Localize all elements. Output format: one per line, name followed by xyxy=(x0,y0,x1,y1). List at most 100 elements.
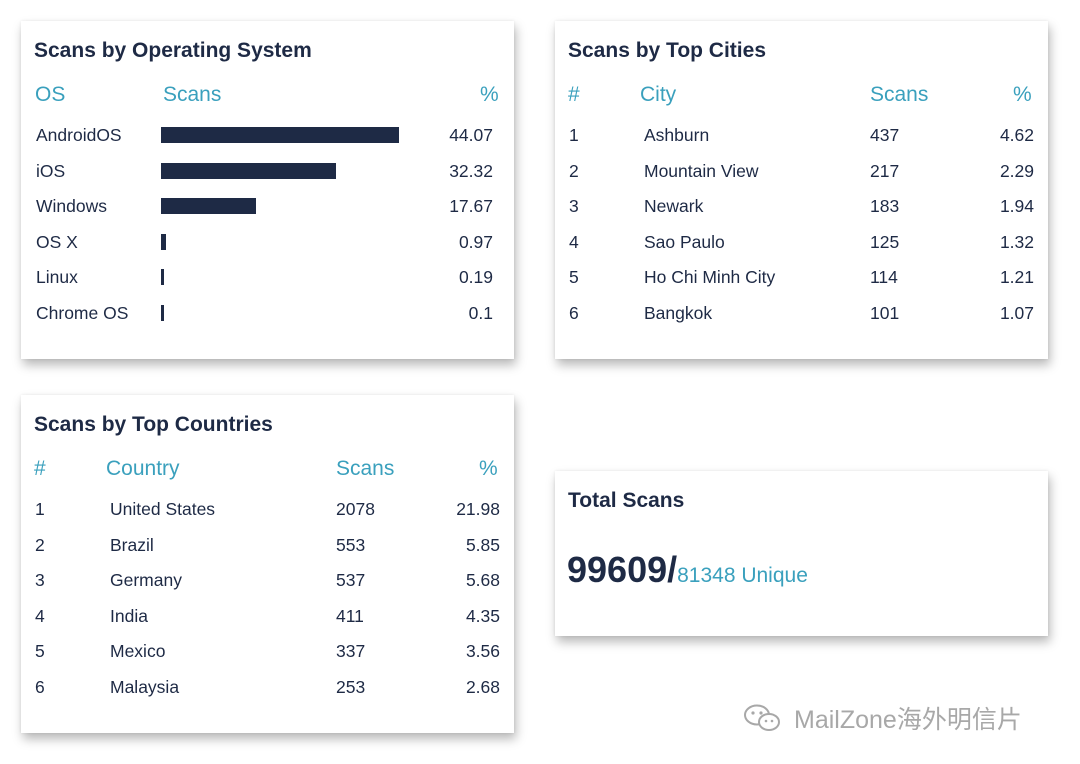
country-header: Country xyxy=(106,457,180,480)
total-scans-count: 99609/ xyxy=(567,549,678,590)
country-scans: 2078 xyxy=(336,499,375,519)
city-name: Sao Paulo xyxy=(644,231,725,252)
table-row: 1 Ashburn 437 4.62 xyxy=(555,117,1048,153)
table-row: 2 Brazil 553 5.85 xyxy=(21,527,514,563)
country-percent: 4.35 xyxy=(465,605,500,626)
table-row: 1 United States 2078 21.98 xyxy=(21,491,514,527)
table-row: OS X 0.97 xyxy=(21,224,514,260)
country-percent: 5.68 xyxy=(465,570,500,591)
city-name: Mountain View xyxy=(644,160,759,181)
city-rank: 3 xyxy=(569,196,579,217)
city-scans: 437 xyxy=(870,125,900,145)
table-row: Chrome OS 0.1 xyxy=(21,295,514,331)
os-percent: 44.07 xyxy=(449,125,493,145)
country-name: United States xyxy=(110,499,216,519)
total-scans-value: 99609/81348 Unique xyxy=(567,549,808,591)
os-name: OS X xyxy=(36,231,78,252)
city-scans: 183 xyxy=(870,196,900,217)
table-row: 3 Germany 537 5.68 xyxy=(21,562,514,598)
country-percent: 5.85 xyxy=(465,534,500,555)
table-row: Linux 0.19 xyxy=(21,259,514,295)
scans-bar xyxy=(161,162,336,179)
table-row: Windows 17.67 xyxy=(21,188,514,224)
city-name: Ho Chi Minh City xyxy=(644,267,776,288)
country-scans: 337 xyxy=(336,641,366,662)
scans-bar xyxy=(161,127,399,143)
table-row: 4 Sao Paulo 125 1.32 xyxy=(555,224,1048,260)
os-percent: 17.67 xyxy=(449,196,493,217)
unique-scans-count: 81348 Unique xyxy=(677,564,808,587)
city-scans: 217 xyxy=(870,160,900,181)
country-scans: 553 xyxy=(336,534,366,555)
country-scans: 253 xyxy=(336,677,366,697)
city-percent: 2.29 xyxy=(999,160,1034,181)
table-row: 5 Mexico 337 3.56 xyxy=(21,633,514,669)
country-name: Brazil xyxy=(110,534,154,555)
table-row: iOS 32.32 xyxy=(21,153,514,189)
os-card: Scans by Operating System OS Scans % And… xyxy=(21,21,514,359)
total-scans-card: Total Scans 99609/81348 Unique xyxy=(555,471,1048,636)
scans-bar xyxy=(161,233,167,250)
table-row: AndroidOS 44.07 xyxy=(21,117,514,153)
country-name: Mexico xyxy=(110,641,166,662)
os-header: OS xyxy=(35,83,66,106)
city-scans: 114 xyxy=(870,267,898,288)
country-rank: 4 xyxy=(35,605,45,626)
country-scans: 537 xyxy=(336,570,366,591)
scans-bar xyxy=(161,198,257,215)
pct-header: % xyxy=(1013,83,1032,106)
os-percent: 32.32 xyxy=(449,160,493,181)
scans-bar xyxy=(161,305,164,321)
total-scans-title: Total Scans xyxy=(568,489,685,512)
country-percent: 3.56 xyxy=(465,641,500,662)
table-row: 3 Newark 183 1.94 xyxy=(555,188,1048,224)
rank-header: # xyxy=(34,457,46,480)
scans-bar xyxy=(161,269,164,286)
countries-card-title: Scans by Top Countries xyxy=(34,413,273,436)
country-percent: 21.98 xyxy=(456,499,500,519)
city-header: City xyxy=(640,83,677,106)
scans-header: Scans xyxy=(163,83,222,106)
country-rank: 5 xyxy=(35,641,45,662)
os-name: Windows xyxy=(36,196,107,217)
country-rank: 2 xyxy=(35,534,45,555)
city-rank: 1 xyxy=(569,125,579,145)
os-percent: 0.1 xyxy=(468,303,493,323)
scans-header: Scans xyxy=(336,457,395,480)
city-percent: 1.32 xyxy=(999,231,1034,252)
os-percent: 0.19 xyxy=(458,267,493,288)
city-percent: 1.21 xyxy=(999,267,1034,288)
city-rank: 6 xyxy=(569,303,579,323)
city-name: Ashburn xyxy=(644,125,710,145)
os-name: AndroidOS xyxy=(36,125,122,145)
city-percent: 1.94 xyxy=(999,196,1034,217)
cities-card-title: Scans by Top Cities xyxy=(568,39,766,62)
os-card-title: Scans by Operating System xyxy=(34,39,312,62)
city-name: Newark xyxy=(644,196,704,217)
city-percent: 4.62 xyxy=(999,125,1034,145)
table-row: 2 Mountain View 217 2.29 xyxy=(555,153,1048,189)
country-name: Germany xyxy=(110,570,182,591)
country-name: India xyxy=(110,605,148,626)
country-scans: 411 xyxy=(336,605,364,626)
country-rank: 1 xyxy=(35,499,45,519)
city-percent: 1.07 xyxy=(999,303,1034,323)
watermark-text: MailZone海外明信片 xyxy=(794,706,1022,734)
watermark: MailZone海外明信片 xyxy=(742,700,1022,736)
city-scans: 101 xyxy=(870,303,900,323)
pct-header: % xyxy=(479,457,498,480)
table-row: 6 Malaysia 253 2.68 xyxy=(21,669,514,705)
city-rank: 5 xyxy=(569,267,579,288)
os-name: Linux xyxy=(36,267,78,288)
cities-card: Scans by Top Cities # City Scans % 1 Ashb… xyxy=(555,21,1048,359)
city-rank: 2 xyxy=(569,160,579,181)
city-rank: 4 xyxy=(569,231,579,252)
country-rank: 3 xyxy=(35,570,45,591)
wechat-icon xyxy=(744,704,780,731)
scans-header: Scans xyxy=(870,83,929,106)
os-percent: 0.97 xyxy=(458,231,493,252)
os-name: iOS xyxy=(36,160,66,181)
country-percent: 2.68 xyxy=(465,677,500,697)
pct-header: % xyxy=(480,83,499,106)
city-name: Bangkok xyxy=(644,303,713,323)
